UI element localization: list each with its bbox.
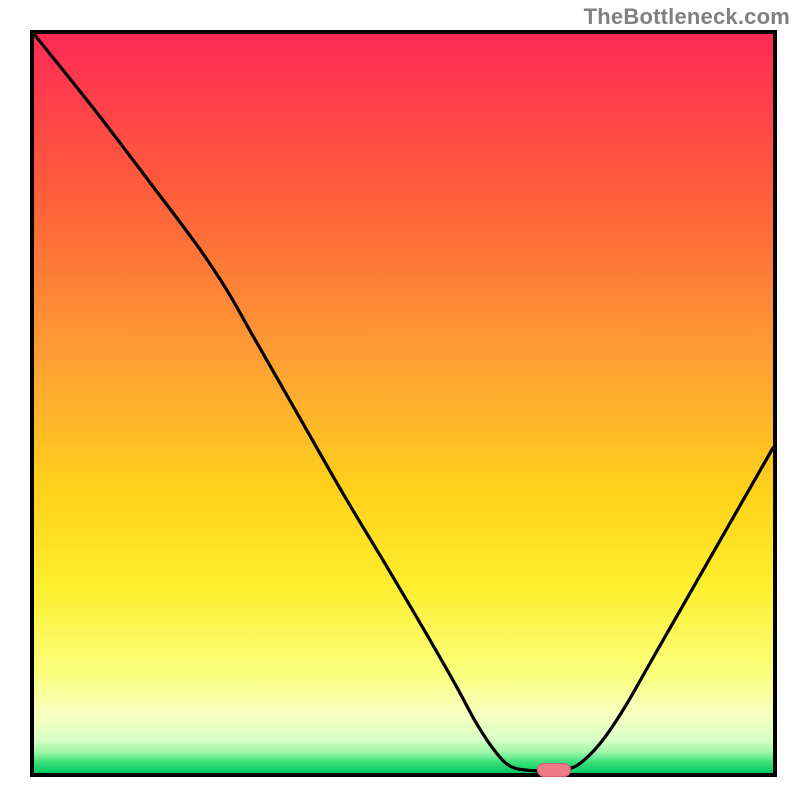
chart-svg	[34, 34, 773, 773]
chart-frame	[30, 30, 777, 777]
watermark-text: TheBottleneck.com	[584, 4, 790, 30]
chart-background	[34, 34, 773, 773]
optimal-marker	[537, 763, 571, 777]
